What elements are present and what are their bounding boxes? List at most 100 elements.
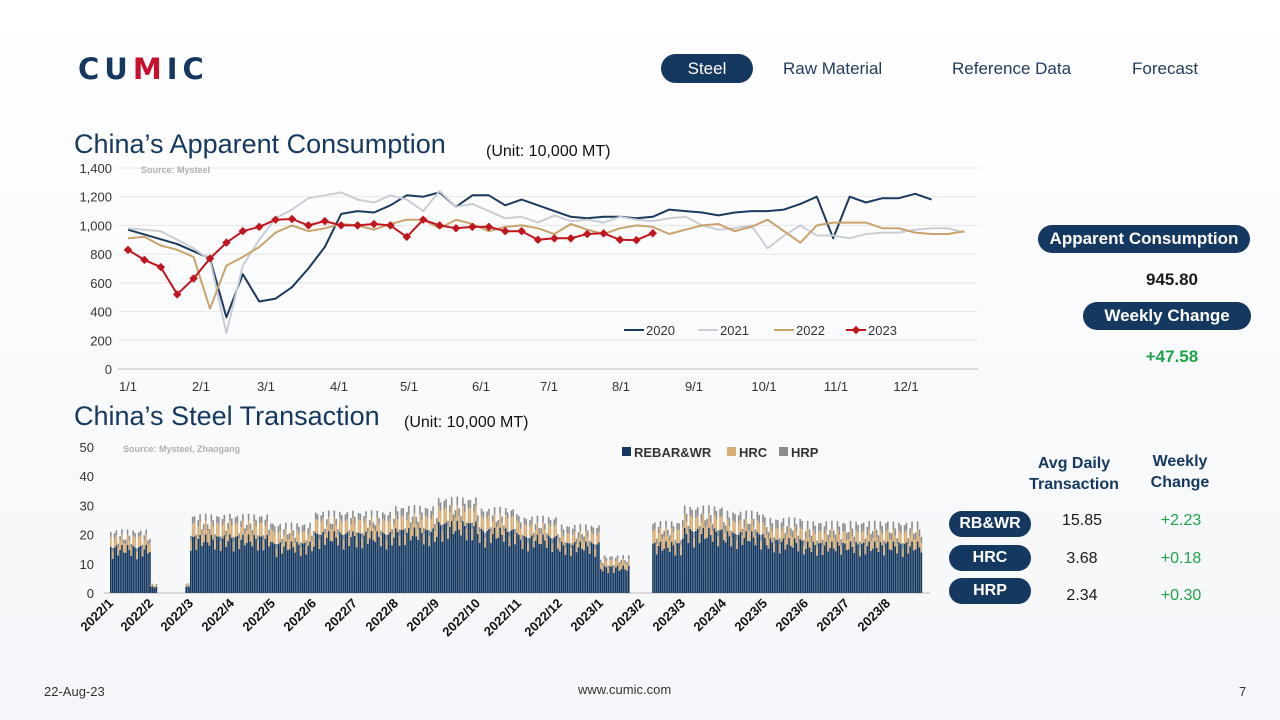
bar-hrc [562,535,565,546]
bar-hrp [609,556,611,560]
bar-hrp [285,522,287,530]
bar-hrp [264,519,267,527]
footer-website-link[interactable]: www.cumic.com [578,682,672,697]
bar-rebar-wr [510,530,513,593]
bar-hrc [221,525,224,539]
bar-hrc [145,534,148,545]
bar-hrp [141,544,144,549]
bar-rebar-wr [544,540,546,593]
y-tick-label: 800 [90,247,112,262]
bar-rebar-wr [547,535,550,593]
bar-rebar-wr [393,537,395,593]
bar-hrc [570,548,572,556]
bar-hrp [450,497,453,506]
bar-rebar-wr [655,554,658,593]
bar-rebar-wr [749,541,751,593]
bar-hrp [434,524,436,531]
bar-rebar-wr [877,551,880,593]
bar-rebar-wr [275,557,278,593]
bar-rebar-wr [201,545,203,593]
bar-hrc [831,529,833,542]
bar-hrp [877,535,880,543]
bar-rebar-wr [627,565,630,593]
bar-hrc [294,543,296,553]
bar-hrc [281,544,283,554]
bar-hrc [219,541,222,552]
y-tick-label: 200 [90,333,112,348]
bar-hrc [693,537,695,548]
x-tick-label: 2022/6 [280,596,319,635]
bar-hrc [866,534,869,546]
bar-hrp [266,514,269,522]
bar-hrc [728,525,731,537]
hrp-change: +0.30 [1160,587,1202,604]
bar-hrc [508,536,511,547]
bar-hrp [225,530,228,537]
x-tick-label: 7/1 [540,379,558,394]
bar-hrp [797,535,800,543]
weekly-change-header: Weekly Change [1150,453,1210,491]
bar-hrp [749,524,751,532]
x-tick-label: 8/1 [612,379,630,394]
y-tick-label: 20 [80,528,94,543]
bar-rebar-wr [885,543,887,593]
bar-hrp [752,518,755,527]
bar-hrc [918,536,921,548]
bar-hrc [803,545,805,555]
cumic-logo[interactable]: CUMIC [78,52,209,86]
bar-hrc [709,522,712,535]
bar-hrc [266,521,269,536]
bar-hrp [439,502,442,511]
bar-hrc [622,558,624,566]
bar-rebar-wr [775,539,777,593]
bar-hrp [704,520,706,528]
bar-rebar-wr [847,549,850,593]
bar-rebar-wr [842,542,844,593]
legend-label: 2021 [720,323,749,338]
bar-rebar-wr [305,554,308,593]
bar-rebar-wr [318,549,321,593]
bar-hrc [428,536,431,547]
bar-hrp [620,560,623,564]
bar-hrp [340,514,343,522]
bar-hrc [713,514,716,529]
bar-rebar-wr [299,556,302,593]
bar-rebar-wr [352,531,354,593]
bar-rebar-wr [342,549,345,593]
bar-rebar-wr [409,540,412,593]
bar-rebar-wr [613,572,615,593]
bar-rebar-wr [687,542,690,593]
x-tick-label: 2022/10 [439,596,483,640]
bar-rebar-wr [816,555,818,593]
bar-hrp [687,525,690,533]
data-point-2023 [353,221,362,230]
bar-hrp [497,520,500,526]
x-tick-label: 2023/5 [731,596,770,635]
bar-hrp [134,532,136,538]
bar-hrc [307,534,310,546]
x-tick-label: 12/1 [893,379,918,394]
nav-steel-tab[interactable]: Steel [661,54,753,83]
bar-rebar-wr [557,548,559,593]
bar-hrc [698,532,701,544]
bar-hrp [519,522,522,529]
bar-hrc [702,514,705,528]
nav-reference-data-tab[interactable]: Reference Data [952,59,1072,78]
nav-forecast-tab[interactable]: Forecast [1132,59,1199,78]
bar-hrp [201,529,203,535]
nav-raw-material-tab[interactable]: Raw Material [783,59,883,78]
bar-hrp [750,510,753,520]
bar-rebar-wr [769,538,772,593]
bar-hrc [888,539,891,550]
bar-hrp [432,506,434,515]
row-label-rbwr: RB&WR [949,511,1031,537]
bar-hrp [711,524,714,531]
bar-hrp [441,524,444,531]
bar-hrc [611,559,613,567]
bar-hrp [566,526,569,533]
bar-rebar-wr [803,554,805,593]
bar-hrp [298,526,300,534]
bar-rebar-wr [551,551,554,593]
bar-hrc [327,517,330,532]
y-tick-label: 50 [80,440,94,455]
